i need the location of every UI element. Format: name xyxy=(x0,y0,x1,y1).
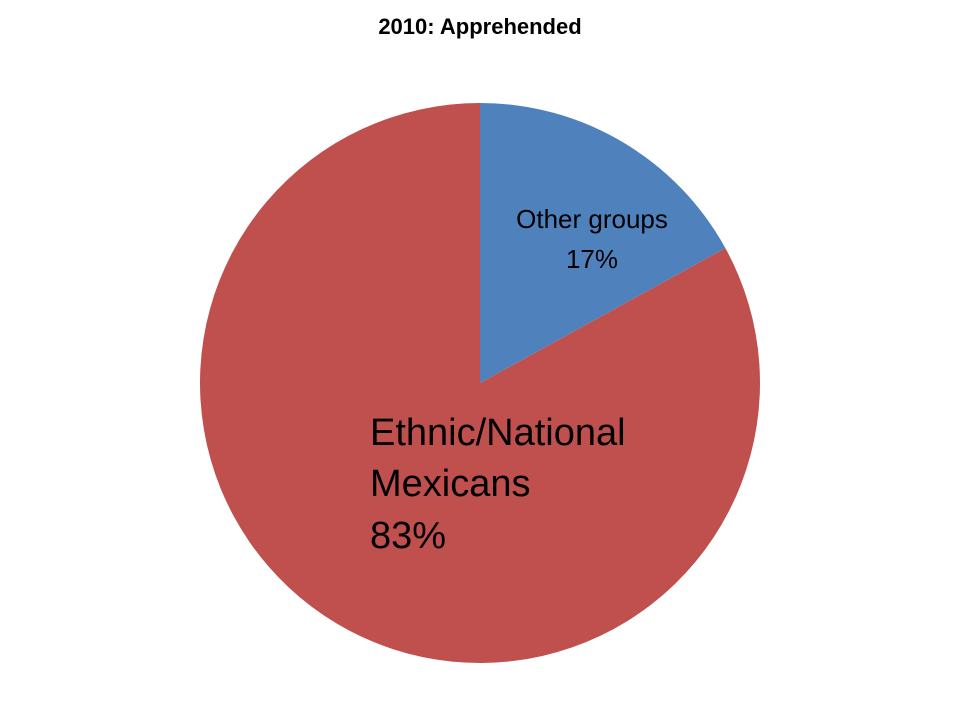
pie-slices xyxy=(200,103,760,663)
slice-label-mexicans-line1: Ethnic/National xyxy=(370,412,626,454)
pie-slice-other-groups xyxy=(480,103,726,383)
slice-value-mexicans: 83% xyxy=(370,515,446,557)
slice-label-other-groups: Other groups xyxy=(516,204,668,234)
chart-title: 2010: Apprehended xyxy=(378,14,582,39)
pie-slice-ethnic-national-mexicans xyxy=(200,103,760,663)
slice-value-other-groups: 17% xyxy=(566,244,618,274)
slice-label-mexicans-line2: Mexicans xyxy=(370,463,531,505)
